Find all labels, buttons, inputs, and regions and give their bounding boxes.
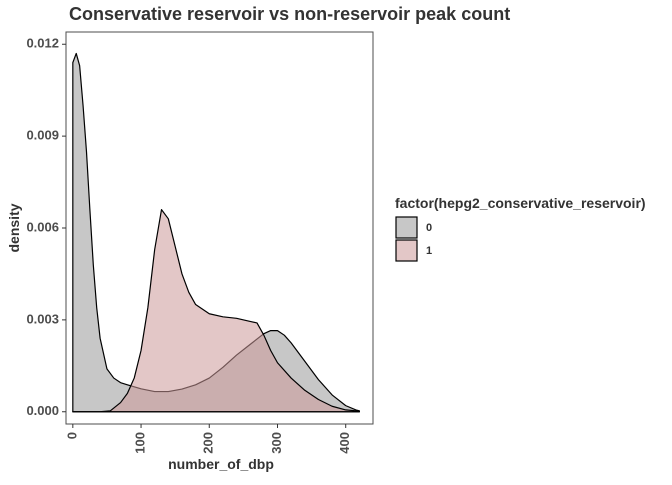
density-areas [72,52,360,413]
density-area-series-1 [72,209,360,413]
x-axis-title: number_of_dbp [168,456,274,472]
legend-key-1 [395,239,418,262]
legend-label-1: 1 [426,245,432,257]
y-axis-title: density [6,203,22,252]
x-tick-label: 100 [132,432,147,454]
y-axis-ticks: 0.000 0.003 0.006 0.009 0.012 [26,36,66,418]
legend: factor(hepg2_conservative_reservoir) 01 [395,195,646,262]
y-tick-label: 0.006 [26,219,59,234]
y-tick-label: 0.012 [26,36,59,51]
legend-label-0: 0 [426,222,432,234]
x-tick-label: 0 [64,432,79,439]
y-tick-label: 0.000 [26,403,59,418]
legend-key-0 [395,216,418,239]
y-tick-label: 0.009 [26,128,59,143]
chart-title: Conservative reservoir vs non-reservoir … [69,4,510,24]
x-tick-label: 400 [337,432,352,454]
x-tick-label: 300 [269,432,284,454]
x-axis-ticks: 0 100 200 300 400 [64,424,352,454]
plot-area: 0 100 200 300 400 0.000 0.003 0.006 0.009 0.012 [26,31,374,454]
y-tick-label: 0.003 [26,311,59,326]
x-tick-label: 200 [201,432,216,454]
legend-title: factor(hepg2_conservative_reservoir) [395,195,646,211]
legend-items: 01 [395,216,432,262]
